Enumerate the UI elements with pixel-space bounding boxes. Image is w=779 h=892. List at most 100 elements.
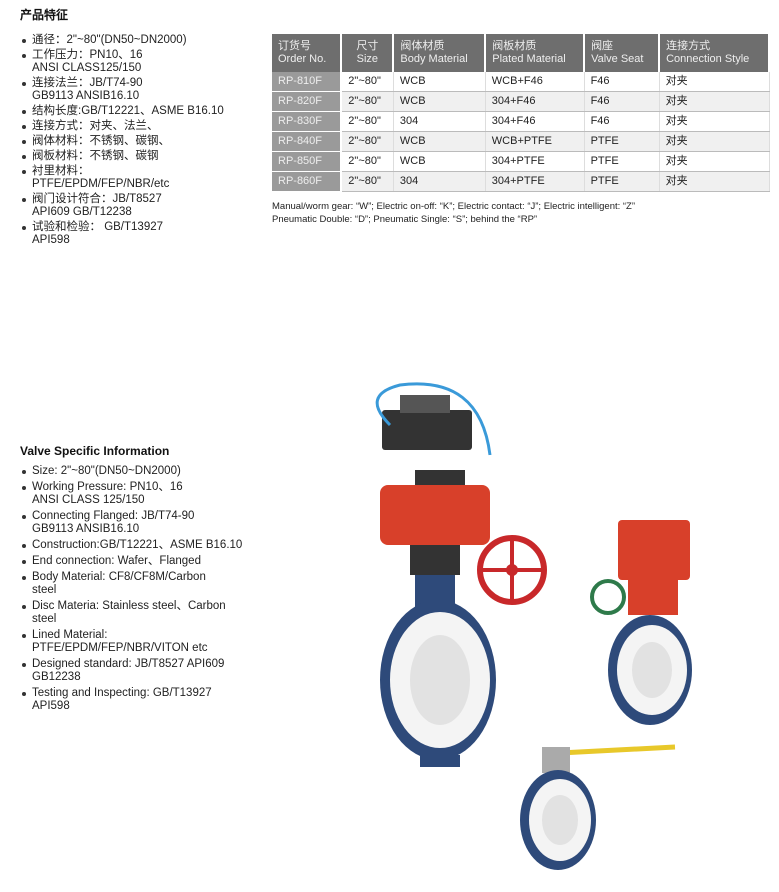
feature-text: PTFE/EPDM/FEP/NBR/VITON etc — [32, 642, 208, 654]
table-cell: 2"~80" — [341, 131, 394, 152]
column-header-text: Valve Seat — [591, 53, 644, 65]
column-header-text: 阀板材质 — [492, 40, 537, 52]
feature-text: GB9113 ANSIB16.10 — [32, 523, 140, 535]
feature-text: API609 GB/T12238 — [32, 206, 132, 218]
table-header-row: 订货号 Order No. 尺寸 Size 阀体材质 Body Material 阀板材质 P… — [272, 34, 770, 72]
feature-text: steel — [32, 613, 57, 625]
table-cell: 2"~80" — [341, 91, 394, 112]
note-line: Manual/worm gear: “W”; Electric on-off: … — [272, 201, 636, 212]
feature-item: 结构长度:GB/T12221、ASME B16.10 — [20, 105, 270, 118]
table-cell: F46 — [584, 91, 660, 112]
feature-item: 试验和检验： GB/T13927 API598 — [20, 221, 270, 247]
column-header: 阀板材质 Plated Material — [485, 34, 586, 72]
column-header-text: 尺寸 — [356, 40, 379, 52]
column-header: 连接方式 Connection Style — [659, 34, 770, 72]
feature-text: 工作压力：PN10、16 — [32, 49, 143, 61]
table-row: RP-830F 2"~80" 304 304+F46 F46 对夹 — [272, 111, 770, 132]
table-cell: RP-820F — [272, 91, 343, 112]
feature-text: 阀板材料：不锈钢、碳钢 — [32, 150, 159, 162]
table-cell: PTFE — [584, 171, 660, 192]
feature-text: Working Pressure: PN10、16 — [32, 481, 183, 493]
table-cell: RP-840F — [272, 131, 343, 152]
feature-text: 衬里材料： — [32, 165, 90, 177]
feature-text: 阀体材料：不锈钢、碳钢、 — [32, 135, 170, 147]
feature-text: Lined Material: — [32, 629, 108, 641]
column-header-text: Order No. — [278, 53, 327, 65]
table-cell: 304+F46 — [485, 111, 585, 132]
feature-item: 阀门设计符合：JB/T8527 API609 GB/T12238 — [20, 193, 270, 219]
column-header-text: Body Material — [400, 53, 468, 65]
feature-item: Construction:GB/T12221、ASME B16.10 — [20, 539, 270, 552]
feature-item: Working Pressure: PN10、16 ANSI CLASS 125/… — [20, 481, 270, 507]
table-cell: 2"~80" — [341, 171, 394, 192]
column-header: 阀座 Valve Seat — [584, 34, 661, 72]
table-cell: 对夹 — [659, 131, 770, 152]
order-code-note: Manual/worm gear: “W”; Electric on-off: … — [272, 200, 635, 226]
table-cell: 对夹 — [659, 111, 770, 132]
feature-item: 连接方式：对夹、法兰、 — [20, 120, 270, 133]
feature-item: Disc Materia: Stainless steel、Carbon stee… — [20, 600, 270, 626]
en-section-title: Valve Specific Information — [20, 444, 170, 458]
table-cell: 对夹 — [659, 171, 770, 192]
feature-item: Size: 2"~80"(DN50~DN2000) — [20, 465, 270, 478]
feature-item: Testing and Inspecting: GB/T13927 API598 — [20, 687, 270, 713]
table-cell: 304 — [393, 111, 486, 132]
table-cell: 304+PTFE — [485, 171, 585, 192]
column-header-text: 订货号 — [278, 40, 311, 52]
table-row: RP-860F 2"~80" 304 304+PTFE PTFE 对夹 — [272, 171, 770, 192]
feature-text: Size: 2"~80"(DN50~DN2000) — [32, 465, 181, 477]
table-cell: 对夹 — [659, 91, 770, 112]
column-header-text: Connection Style — [666, 53, 750, 65]
table-cell: PTFE — [584, 131, 660, 152]
feature-item: 阀板材料：不锈钢、碳钢 — [20, 150, 270, 163]
table-cell: 304 — [393, 171, 486, 192]
column-header-text: Plated Material — [492, 53, 566, 65]
table-cell: 对夹 — [659, 151, 770, 172]
feature-item: Connecting Flanged: JB/T74-90 GB9113 ANSI… — [20, 510, 270, 536]
feature-text: Testing and Inspecting: GB/T13927 — [32, 687, 212, 699]
feature-text: End connection: Wafer、Flanged — [32, 555, 201, 567]
table-cell: 2"~80" — [341, 151, 394, 172]
feature-text: API598 — [32, 700, 70, 712]
table-cell: 2"~80" — [341, 72, 394, 92]
column-header-text: 连接方式 — [666, 40, 711, 52]
feature-text: Body Material: CF8/CF8M/Carbon — [32, 571, 206, 583]
order-table: 订货号 Order No. 尺寸 Size 阀体材质 Body Material 阀板材质 P… — [272, 34, 770, 192]
column-header-text: 阀体材质 — [400, 40, 445, 52]
pneumatic-butterfly-valve-image — [375, 382, 547, 767]
feature-text: 试验和检验： GB/T13927 — [32, 221, 164, 233]
table-cell: RP-850F — [272, 151, 343, 172]
feature-text: ANSI CLASS 125/150 — [32, 494, 145, 506]
table-cell: 2"~80" — [341, 111, 394, 132]
feature-text: Designed standard: JB/T8527 API609 — [32, 658, 225, 670]
feature-text: Construction:GB/T12221、ASME B16.10 — [32, 539, 243, 551]
feature-item: 通径：2"~80"(DN50~DN2000) — [20, 34, 270, 47]
feature-text: 结构长度:GB/T12221、ASME B16.10 — [32, 105, 224, 117]
feature-text: 连接方式：对夹、法兰、 — [32, 120, 159, 132]
feature-text: PTFE/EPDM/FEP/NBR/etc — [32, 178, 170, 190]
feature-item: Designed standard: JB/T8527 API609 GB1223… — [20, 658, 270, 684]
table-row: RP-820F 2"~80" WCB 304+F46 F46 对夹 — [272, 91, 770, 112]
feature-item: 衬里材料： PTFE/EPDM/FEP/NBR/etc — [20, 165, 270, 191]
table-cell: RP-830F — [272, 111, 343, 132]
cn-feature-list: 通径：2"~80"(DN50~DN2000) 工作压力：PN10、16 ANSI C… — [20, 34, 270, 249]
feature-item: 连接法兰：JB/T74-90 GB9113 ANSIB16.10 — [20, 77, 270, 103]
en-feature-list: Size: 2"~80"(DN50~DN2000) Working Pressur… — [20, 465, 270, 716]
column-header: 尺寸 Size — [341, 34, 395, 72]
table-cell: F46 — [584, 72, 660, 92]
table-cell: WCB — [393, 131, 486, 152]
table-cell: F46 — [584, 111, 660, 132]
table-row: RP-810F 2"~80" WCB WCB+F46 F46 对夹 — [272, 72, 770, 92]
column-header: 订货号 Order No. — [272, 34, 343, 72]
feature-text: steel — [32, 584, 57, 596]
feature-item: Lined Material: PTFE/EPDM/FEP/NBR/VITON e… — [20, 629, 270, 655]
table-cell: RP-860F — [272, 171, 343, 192]
table-cell: WCB — [393, 91, 486, 112]
table-cell: WCB+PTFE — [485, 131, 585, 152]
table-cell: 304+PTFE — [485, 151, 585, 172]
feature-text: Connecting Flanged: JB/T74-90 — [32, 510, 195, 522]
feature-text: Disc Materia: Stainless steel、Carbon — [32, 600, 226, 612]
cn-section-title: 产品特征 — [20, 8, 69, 22]
column-header-text: Size — [356, 53, 379, 65]
